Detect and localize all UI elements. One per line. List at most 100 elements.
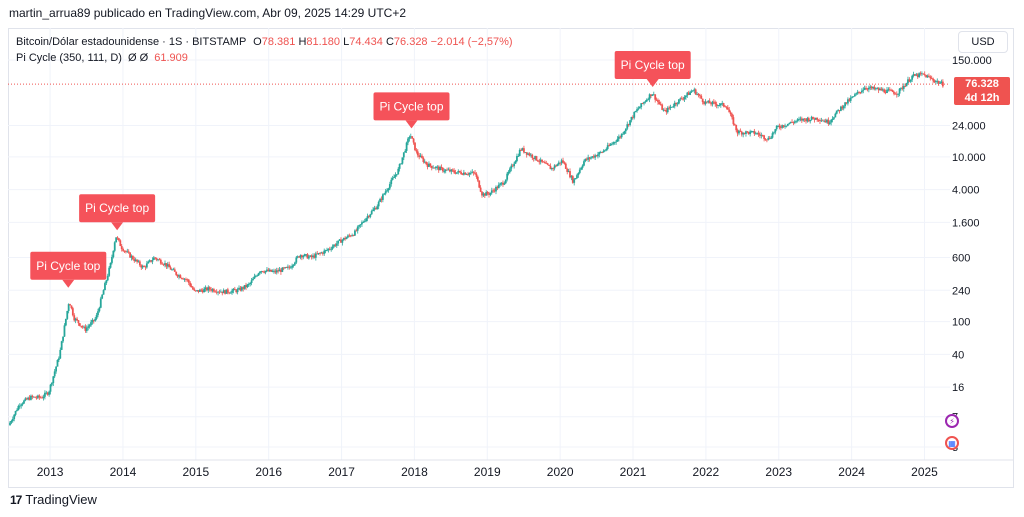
candle	[354, 229, 356, 236]
candle-body	[247, 284, 250, 285]
candle	[426, 162, 429, 170]
candle-body	[317, 253, 320, 254]
candle	[521, 147, 524, 151]
candle	[425, 161, 428, 166]
candle	[729, 110, 732, 117]
candle	[728, 106, 731, 113]
candle	[542, 161, 545, 163]
candle	[416, 149, 419, 158]
candle	[143, 265, 145, 267]
candle-body	[442, 167, 444, 172]
candle	[687, 90, 690, 96]
candle-body	[130, 256, 133, 258]
candle-body	[330, 248, 333, 250]
candle-body	[482, 193, 485, 196]
candle	[733, 123, 736, 126]
candle-body	[30, 395, 32, 400]
y-tick-label: 150.000	[952, 55, 992, 67]
candle-body	[799, 118, 802, 120]
candle-body	[16, 410, 18, 411]
candle	[175, 271, 178, 276]
candle-body	[246, 284, 249, 288]
candle	[812, 116, 814, 120]
calendar-icon[interactable]: ▦	[945, 436, 959, 450]
candle	[939, 81, 941, 84]
candle-body	[449, 169, 451, 172]
candle	[384, 188, 387, 196]
candle-body	[291, 265, 293, 268]
candle-body	[914, 74, 916, 76]
candle-body	[781, 125, 784, 128]
symbol-title[interactable]: Bitcoin/Dólar estadounidense · 1S · BITS…	[16, 36, 247, 48]
footer-brand-name[interactable]: TradingView	[25, 492, 97, 507]
candle-body	[122, 249, 125, 251]
candle-body	[678, 99, 680, 104]
currency-button[interactable]: USD	[958, 31, 1008, 53]
candle-body	[886, 89, 888, 94]
candle-body	[368, 216, 370, 217]
candle-body	[495, 186, 497, 192]
candle-body	[851, 96, 853, 98]
candle	[313, 253, 316, 259]
candle	[70, 305, 73, 310]
candle	[67, 303, 70, 314]
candle	[557, 160, 560, 166]
candle	[95, 312, 98, 321]
candle	[532, 157, 535, 162]
candle-body	[523, 148, 525, 153]
candle	[440, 164, 443, 171]
candle-body	[605, 148, 608, 151]
bolt-icon[interactable]: ⚡	[945, 414, 959, 428]
candle	[485, 190, 488, 196]
candle	[654, 94, 657, 103]
indicator-name[interactable]: Pi Cycle (350, 111, D)	[16, 52, 122, 64]
candle	[436, 165, 439, 170]
candle	[469, 170, 472, 176]
candle-body	[224, 290, 226, 294]
candle-body	[437, 166, 440, 171]
candle-body	[105, 280, 108, 284]
candle-body	[897, 93, 900, 95]
candle-body	[833, 117, 835, 119]
candle-body	[904, 86, 907, 87]
candle-body	[182, 278, 185, 280]
candle-body	[531, 154, 534, 158]
candle	[316, 250, 319, 255]
candle	[725, 106, 728, 110]
candle-body	[665, 110, 668, 113]
candle	[131, 255, 134, 261]
candle-body	[805, 119, 807, 122]
candle	[423, 159, 426, 164]
candle-body	[412, 138, 415, 143]
candle	[546, 162, 549, 166]
candle	[703, 100, 705, 106]
candle-body	[476, 176, 479, 181]
candle-body	[228, 292, 231, 294]
candle	[419, 153, 422, 158]
candle	[155, 257, 158, 262]
candle	[84, 324, 87, 333]
candle-body	[53, 371, 56, 377]
candle	[856, 89, 859, 95]
candle-body	[932, 78, 934, 81]
candle	[922, 73, 925, 75]
candle	[253, 273, 256, 280]
candle	[362, 220, 365, 224]
candle	[580, 166, 583, 171]
candle-body	[784, 125, 786, 127]
candle-body	[617, 136, 620, 139]
candle-body	[349, 235, 352, 237]
candle	[805, 117, 807, 124]
candle	[432, 165, 435, 169]
candle	[464, 172, 467, 175]
candle-body	[379, 198, 381, 202]
callout-box	[373, 92, 450, 121]
candle	[772, 131, 775, 135]
candle	[810, 115, 813, 121]
candle	[697, 92, 700, 98]
candle-body	[550, 167, 553, 170]
candle-body	[671, 106, 673, 108]
callout-label: Pi Cycle top	[379, 99, 443, 113]
candle-body	[588, 157, 591, 159]
